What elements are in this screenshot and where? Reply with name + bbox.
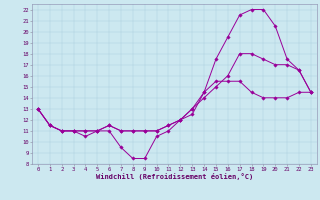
X-axis label: Windchill (Refroidissement éolien,°C): Windchill (Refroidissement éolien,°C) [96,173,253,180]
